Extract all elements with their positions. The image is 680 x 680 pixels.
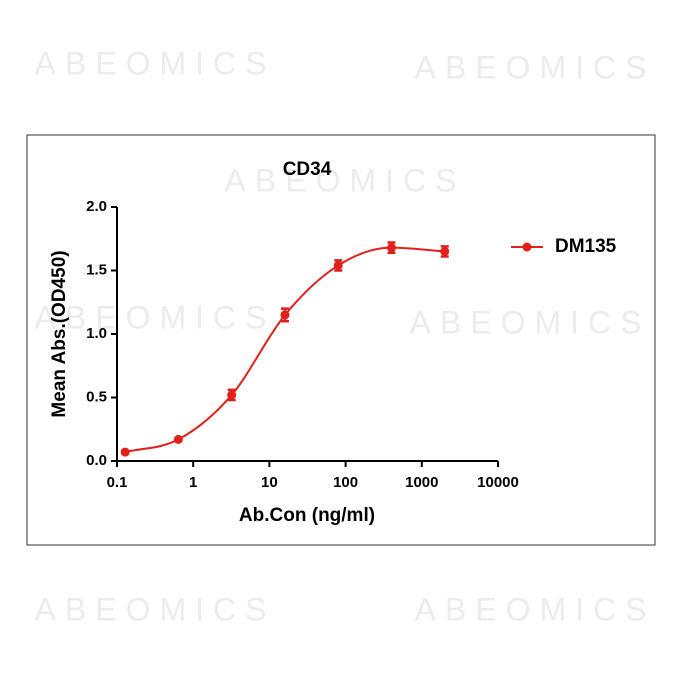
- x-tick-label: 10: [261, 474, 278, 491]
- watermark: ABEOMICS: [225, 162, 466, 198]
- data-point: [440, 246, 450, 256]
- y-axis-label: Mean Abs.(OD450): [49, 250, 70, 417]
- data-point: [333, 260, 343, 270]
- fit-curve: [124, 246, 445, 454]
- data-point: [280, 310, 290, 320]
- watermark: ABEOMICS: [410, 304, 651, 340]
- watermark: ABEOMICS: [35, 299, 276, 335]
- x-tick-label: 0.1: [107, 474, 128, 491]
- watermark: ABEOMICS: [415, 49, 656, 85]
- data-point: [227, 390, 237, 400]
- watermark: ABEOMICS: [35, 45, 276, 81]
- y-tick-label: 1.0: [86, 325, 107, 342]
- x-tick-label: 10000: [477, 474, 519, 491]
- y-tick-label: 0.0: [86, 452, 107, 469]
- watermark: ABEOMICS: [35, 591, 276, 627]
- x-tick-label: 100: [333, 474, 358, 491]
- y-tick-label: 0.5: [86, 388, 107, 405]
- data-point: [386, 243, 396, 253]
- legend-marker: [522, 242, 532, 252]
- chart-title: CD34: [283, 159, 332, 180]
- watermark: ABEOMICS: [415, 591, 656, 627]
- x-axis-label: Ab.Con (ng/ml): [239, 505, 375, 526]
- frame: [26, 134, 656, 546]
- data-point: [120, 447, 130, 457]
- x-tick-label: 1: [189, 474, 197, 491]
- data-point: [173, 434, 183, 444]
- y-tick-label: 2.0: [86, 198, 107, 215]
- legend-label: DM135: [555, 236, 617, 257]
- y-tick-label: 1.5: [86, 261, 107, 278]
- x-tick-label: 1000: [405, 474, 438, 491]
